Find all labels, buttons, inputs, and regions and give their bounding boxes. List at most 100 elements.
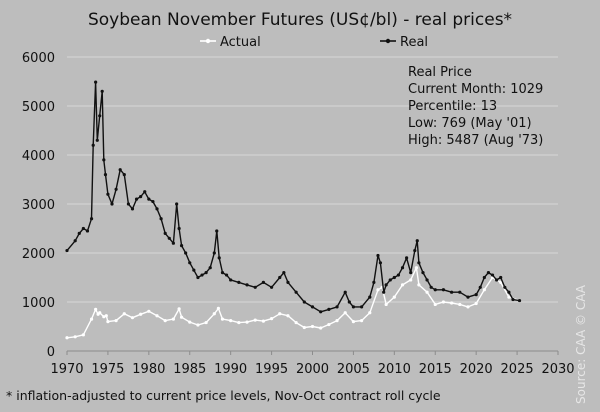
data-point-real: [102, 158, 106, 162]
data-point-real: [421, 271, 425, 275]
data-point-real: [134, 197, 139, 201]
data-point-real: [139, 195, 143, 199]
data-point-actual: [425, 290, 429, 294]
data-point-real: [327, 307, 331, 311]
x-tick-label: 2015: [419, 362, 452, 377]
data-point-real: [269, 285, 274, 289]
data-point-real: [261, 280, 265, 284]
data-point-real: [409, 271, 413, 275]
source-credit: Source: CAA © CAA: [574, 285, 588, 404]
data-point-actual: [327, 322, 331, 327]
data-point-real: [89, 217, 94, 221]
data-point-real: [495, 278, 499, 282]
data-point-real: [458, 290, 462, 294]
data-point-real: [486, 271, 491, 275]
data-point-real: [192, 268, 196, 272]
data-point-real: [351, 305, 356, 309]
data-point-real: [167, 236, 171, 240]
y-tick-label: 5000: [22, 100, 55, 115]
data-point-actual: [474, 301, 478, 306]
data-point-actual: [212, 312, 216, 316]
data-point-real: [94, 80, 98, 84]
data-point-actual: [73, 335, 77, 339]
data-point-actual: [122, 312, 126, 316]
data-point-real: [171, 241, 175, 245]
x-tick-label: 1970: [50, 362, 83, 377]
data-point-actual: [98, 311, 102, 315]
data-point-real: [253, 285, 257, 289]
data-point-actual: [441, 300, 446, 304]
data-point-real: [196, 275, 200, 280]
legend-marker-actual: [205, 38, 211, 44]
data-point-real: [126, 202, 130, 206]
y-tick-label: 3000: [22, 198, 55, 213]
data-point-real: [130, 207, 135, 211]
data-point-real: [343, 290, 347, 294]
data-point-real: [163, 231, 167, 235]
x-tick-label: 2010: [378, 362, 411, 377]
data-point-real: [511, 297, 515, 302]
data-point-actual: [507, 295, 511, 299]
data-point-actual: [310, 324, 315, 329]
data-point-actual: [147, 309, 151, 313]
data-point-actual: [94, 307, 98, 311]
data-point-actual: [177, 307, 181, 311]
data-point-actual: [89, 317, 94, 321]
data-point-actual: [245, 320, 249, 324]
annotation-line: Percentile: 13: [408, 99, 497, 114]
data-point-actual: [216, 306, 220, 310]
data-point-actual: [179, 315, 184, 319]
data-point-actual: [343, 311, 347, 315]
x-tick-label: 2000: [296, 362, 329, 377]
data-point-actual: [414, 266, 419, 270]
data-point-real: [376, 253, 380, 258]
data-point-real: [215, 229, 219, 233]
data-point-real: [310, 305, 315, 309]
data-point-real: [400, 266, 405, 270]
data-point-actual: [188, 320, 192, 324]
data-point-actual: [196, 323, 200, 327]
data-point-real: [286, 280, 290, 284]
data-point-real: [188, 261, 192, 265]
data-point-real: [302, 300, 306, 304]
data-point-actual: [384, 302, 388, 307]
data-point-real: [294, 290, 298, 294]
data-point-actual: [163, 319, 167, 323]
data-point-actual: [104, 314, 108, 318]
data-point-real: [217, 256, 221, 260]
data-point-real: [478, 285, 482, 289]
data-point-real: [110, 202, 114, 206]
data-point-real: [237, 280, 241, 284]
data-point-real: [103, 173, 108, 177]
data-point-actual: [114, 319, 118, 323]
data-point-real: [441, 288, 446, 292]
data-point-real: [507, 290, 511, 294]
data-point-actual: [482, 288, 486, 292]
x-tick-label: 1985: [173, 362, 206, 377]
data-point-real: [433, 288, 437, 292]
data-point-real: [474, 293, 478, 297]
data-point-real: [372, 280, 376, 284]
data-point-real: [151, 199, 155, 204]
x-tick-label: 1990: [214, 362, 247, 377]
legend-label-actual: Actual: [220, 35, 261, 50]
x-tick-label: 1980: [132, 362, 165, 377]
data-point-real: [503, 285, 507, 289]
x-tick-label: 2030: [541, 362, 574, 377]
data-point-real: [482, 275, 486, 280]
series-line-actual: [66, 267, 520, 339]
annotation-line: Current Month: 1029: [408, 82, 543, 97]
x-tick-label: 1975: [91, 362, 124, 377]
data-point-real: [98, 114, 102, 118]
data-point-actual: [261, 319, 265, 323]
data-point-actual: [360, 319, 364, 323]
data-point-real: [466, 295, 470, 299]
data-point-actual: [392, 295, 396, 299]
data-point-real: [175, 202, 179, 206]
data-point-real: [159, 217, 163, 221]
x-tick-label: 2020: [460, 362, 493, 377]
data-point-actual: [220, 317, 225, 321]
data-point-real: [65, 248, 69, 253]
data-point-real: [450, 290, 454, 294]
annotation-line: High: 5487 (Aug '73): [408, 133, 543, 148]
